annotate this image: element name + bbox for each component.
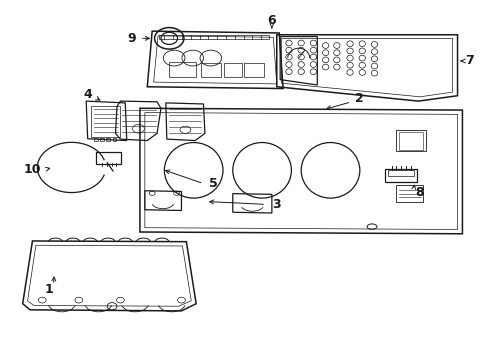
Bar: [244, 63, 264, 77]
Text: 10: 10: [24, 163, 41, 176]
Bar: [396, 185, 423, 202]
Bar: [94, 138, 98, 141]
Text: 1: 1: [44, 283, 53, 296]
Text: 2: 2: [355, 92, 364, 105]
Text: 7: 7: [466, 54, 474, 67]
Bar: [106, 138, 110, 141]
Text: 6: 6: [268, 14, 276, 27]
Bar: [224, 63, 242, 77]
Bar: [399, 132, 423, 149]
FancyBboxPatch shape: [96, 152, 121, 164]
Bar: [201, 63, 220, 77]
Bar: [169, 62, 196, 77]
Text: 5: 5: [209, 177, 218, 190]
Bar: [91, 107, 121, 137]
Bar: [396, 130, 426, 151]
Bar: [100, 138, 104, 141]
FancyBboxPatch shape: [385, 169, 416, 182]
Text: 9: 9: [127, 32, 136, 45]
Text: 8: 8: [416, 186, 424, 199]
Bar: [159, 36, 270, 39]
Text: 3: 3: [272, 198, 281, 211]
Bar: [388, 170, 414, 176]
Bar: [113, 138, 117, 141]
Text: 4: 4: [83, 88, 92, 101]
